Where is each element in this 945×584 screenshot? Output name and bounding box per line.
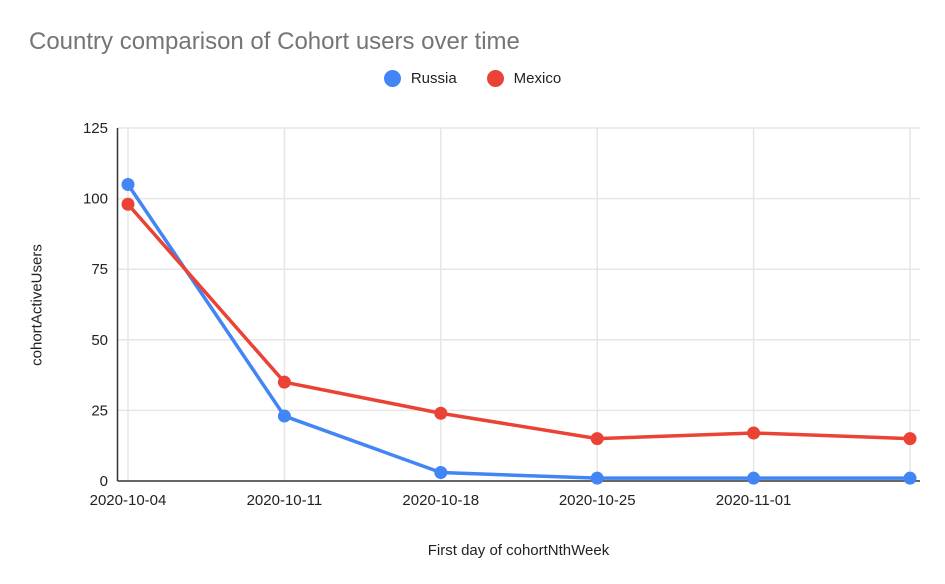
data-point-mexico: [434, 406, 448, 420]
data-point-mexico: [747, 426, 761, 440]
data-point-russia: [747, 471, 761, 485]
data-point-russia: [121, 177, 135, 191]
legend-item-russia[interactable]: Russia: [383, 70, 457, 87]
y-tick-label: 50: [91, 332, 108, 349]
y-tick-label: 25: [91, 402, 108, 419]
y-axis-title: cohortActiveUsers: [28, 244, 46, 366]
legend-label-russia: Russia: [410, 70, 457, 87]
data-point-russia: [434, 466, 448, 480]
x-tick-label: 2020-10-25: [559, 492, 636, 509]
legend: Russia Mexico: [0, 70, 945, 87]
legend-item-mexico[interactable]: Mexico: [486, 70, 562, 87]
x-tick-label: 2020-10-11: [247, 492, 323, 509]
x-tick-label: 2020-10-04: [90, 492, 167, 509]
data-point-mexico: [277, 375, 291, 389]
series-line-russia: [126, 182, 912, 480]
y-tick-label: 100: [83, 191, 108, 208]
data-point-russia: [903, 471, 917, 485]
legend-dot-mexico-icon: [486, 70, 504, 87]
x-axis-title: First day of cohortNthWeek: [427, 542, 610, 559]
data-point-russia: [590, 471, 604, 485]
chart-title: Country comparison of Cohort users over …: [29, 28, 520, 55]
x-tick-label: 2020-11-01: [716, 492, 792, 509]
data-point-russia: [277, 409, 291, 423]
data-point-mexico: [590, 432, 604, 446]
y-tick-label: 125: [83, 120, 108, 137]
data-point-mexico: [903, 432, 917, 446]
legend-label-mexico: Mexico: [513, 70, 562, 87]
y-tick-label: 0: [100, 473, 108, 490]
y-tick-label: 75: [91, 261, 108, 278]
series-line-mexico: [126, 202, 912, 441]
legend-dot-russia-icon: [383, 70, 401, 87]
data-point-mexico: [121, 197, 135, 211]
x-tick-label: 2020-10-18: [402, 492, 479, 509]
